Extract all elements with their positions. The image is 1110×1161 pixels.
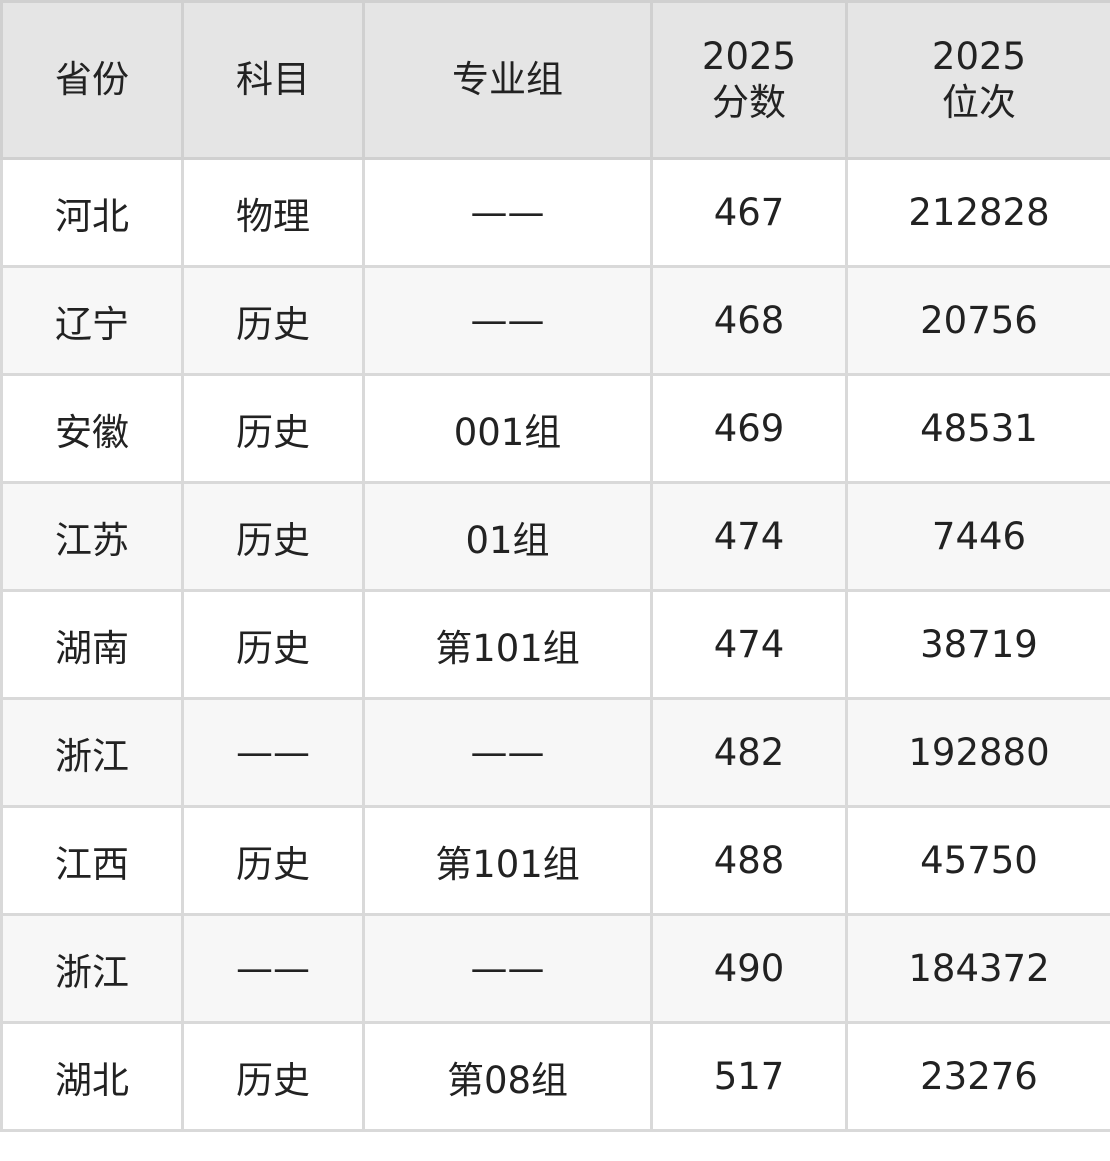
table-row: 江苏 历史 01组 474 7446	[0, 481, 1110, 592]
table-row: 辽宁 历史 —— 468 20756	[0, 265, 1110, 376]
column-header-province: 省份	[0, 0, 184, 160]
cell-province: 安徽	[0, 373, 184, 484]
cell-major-group: 001组	[362, 373, 653, 484]
header-row: 省份 科目 专业组 2025 分数 2025 位次	[0, 0, 1110, 160]
cell-rank-2025: 23276	[845, 1021, 1110, 1132]
cell-rank-2025: 38719	[845, 589, 1110, 700]
cell-score-2025: 474	[650, 589, 848, 700]
table-row: 江西 历史 第101组 488 45750	[0, 805, 1110, 916]
cell-score-2025: 469	[650, 373, 848, 484]
table-body: 河北 物理 —— 467 212828 辽宁 历史 —— 468 20756 安徽 历史 001组 469…	[0, 157, 1110, 1132]
cell-province: 浙江	[0, 913, 184, 1024]
cell-major-group: 第08组	[362, 1021, 653, 1132]
cell-major-group: ——	[362, 697, 653, 808]
cell-rank-2025: 48531	[845, 373, 1110, 484]
cell-subject: ——	[181, 697, 365, 808]
table-row: 浙江 —— —— 482 192880	[0, 697, 1110, 808]
cell-major-group: 第101组	[362, 805, 653, 916]
cell-subject: 历史	[181, 589, 365, 700]
table-row: 河北 物理 —— 467 212828	[0, 157, 1110, 268]
cell-province: 辽宁	[0, 265, 184, 376]
column-header-rank-2025: 2025 位次	[845, 0, 1110, 160]
cell-subject: 历史	[181, 265, 365, 376]
cell-major-group: 第101组	[362, 589, 653, 700]
header-label: 科目	[236, 58, 310, 101]
cell-score-2025: 468	[650, 265, 848, 376]
cell-province: 江西	[0, 805, 184, 916]
header-label: 专业组	[452, 58, 563, 101]
table-row: 湖北 历史 第08组 517 23276	[0, 1021, 1110, 1132]
column-header-score-2025: 2025 分数	[650, 0, 848, 160]
table-row: 浙江 —— —— 490 184372	[0, 913, 1110, 1024]
cell-subject: 历史	[181, 481, 365, 592]
cell-score-2025: 482	[650, 697, 848, 808]
cell-province: 湖北	[0, 1021, 184, 1132]
cell-rank-2025: 7446	[845, 481, 1110, 592]
header-label: 2025	[701, 35, 797, 78]
header-label: 位次	[942, 81, 1016, 124]
cell-province: 河北	[0, 157, 184, 268]
cell-subject: 历史	[181, 373, 365, 484]
cell-province: 江苏	[0, 481, 184, 592]
cell-score-2025: 467	[650, 157, 848, 268]
score-table: 省份 科目 专业组 2025 分数 2025 位次 河北 物理 —— 467 212828 辽宁 历史 —…	[0, 0, 1110, 1132]
column-header-major-group: 专业组	[362, 0, 653, 160]
table-row: 安徽 历史 001组 469 48531	[0, 373, 1110, 484]
cell-score-2025: 488	[650, 805, 848, 916]
cell-subject: 物理	[181, 157, 365, 268]
header-label: 分数	[712, 81, 786, 124]
cell-rank-2025: 192880	[845, 697, 1110, 808]
cell-score-2025: 490	[650, 913, 848, 1024]
cell-major-group: ——	[362, 265, 653, 376]
cell-subject: 历史	[181, 1021, 365, 1132]
cell-subject: 历史	[181, 805, 365, 916]
header-label: 2025	[931, 35, 1027, 78]
cell-rank-2025: 184372	[845, 913, 1110, 1024]
column-header-subject: 科目	[181, 0, 365, 160]
header-label: 省份	[55, 58, 129, 101]
cell-rank-2025: 212828	[845, 157, 1110, 268]
cell-score-2025: 474	[650, 481, 848, 592]
cell-rank-2025: 20756	[845, 265, 1110, 376]
cell-major-group: ——	[362, 157, 653, 268]
table-header: 省份 科目 专业组 2025 分数 2025 位次	[0, 0, 1110, 160]
cell-major-group: ——	[362, 913, 653, 1024]
table-row: 湖南 历史 第101组 474 38719	[0, 589, 1110, 700]
cell-province: 浙江	[0, 697, 184, 808]
cell-major-group: 01组	[362, 481, 653, 592]
cell-subject: ——	[181, 913, 365, 1024]
cell-rank-2025: 45750	[845, 805, 1110, 916]
cell-score-2025: 517	[650, 1021, 848, 1132]
cell-province: 湖南	[0, 589, 184, 700]
